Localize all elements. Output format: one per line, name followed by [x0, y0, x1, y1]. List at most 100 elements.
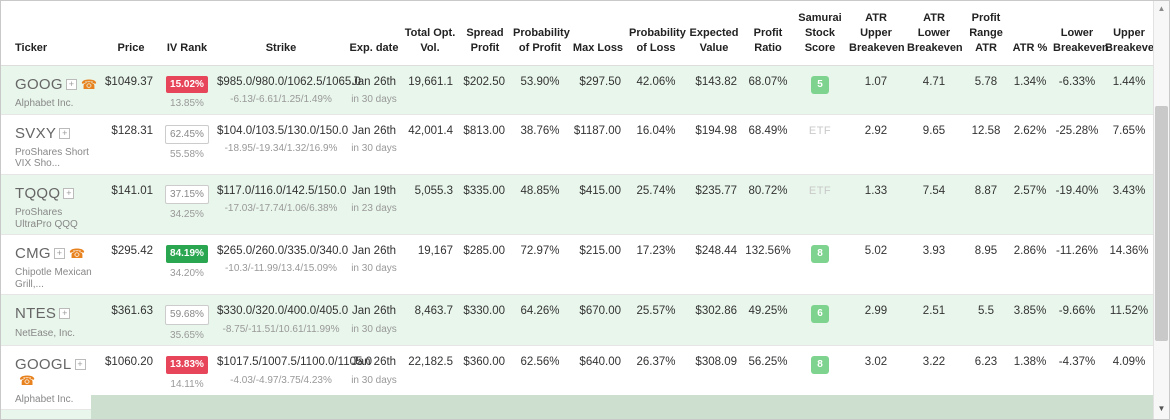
expand-icon[interactable]: + [53, 248, 65, 260]
ticker-symbol[interactable]: TQQQ [15, 184, 61, 202]
spread-profit-cell: $330.00 [463, 305, 505, 318]
ticker-symbol[interactable]: NTES [15, 305, 57, 323]
table-row[interactable]: CMG + ☎ Chipotle Mexican Grill,... $295.42… [1, 235, 1155, 295]
iv-rank-badge: 84.19% [166, 245, 208, 263]
expected-value-cell: $248.44 [695, 245, 737, 258]
col-header-atr-lower-breakeven[interactable]: ATR Lower Breakeven [905, 7, 963, 66]
price-cell: $141.01 [111, 184, 153, 197]
profit-range-atr-cell: 6.23 [974, 356, 998, 369]
prob-profit-cell: 38.76% [520, 124, 560, 137]
prob-loss-cell: 26.37% [636, 356, 676, 369]
table-row[interactable]: NTES+☎ NetEase, Inc. $361.63 59.68% 35.6… [1, 294, 1155, 346]
max-loss-cell: $215.00 [579, 245, 621, 258]
scroll-down-icon[interactable]: ▼ [1157, 404, 1166, 413]
atr-upper-breakeven-cell: 3.02 [864, 356, 888, 369]
col-header-upper-breakeven[interactable]: Upper Breakeven [1103, 7, 1161, 66]
atr-pct-cell: 2.62% [1013, 124, 1047, 137]
ticker-symbol[interactable]: CMG [15, 245, 51, 263]
spread-profit-cell: $335.00 [463, 184, 505, 197]
table-row[interactable]: GOOG + ☎ Alphabet Inc. $1049.37 15.02% 13.… [1, 65, 1155, 115]
col-header-total-opt-vol[interactable]: Total Opt. Vol. [401, 7, 459, 66]
vertical-scrollbar[interactable]: ▲ ▼ [1153, 1, 1169, 419]
company-name: Alphabet Inc. [15, 393, 74, 405]
max-loss-cell: $297.50 [579, 75, 621, 88]
strike-percents: -17.03/-17.74/1.06/6.38% [224, 203, 338, 214]
samurai-score-badge: 8 [811, 356, 829, 375]
ticker-symbol[interactable]: GOOGL [15, 356, 72, 374]
upper-breakeven-cell: 1.44% [1112, 75, 1146, 88]
col-header-strike[interactable]: Strike [215, 7, 347, 66]
price-cell: $295.42 [111, 245, 153, 258]
total-opt-vol-cell: 19,661.1 [408, 75, 453, 88]
col-header-lower-breakeven[interactable]: Lower Breakeven [1051, 7, 1109, 66]
phone-icon[interactable]: ☎ [19, 372, 36, 388]
total-opt-vol-cell: 22,182.5 [408, 356, 453, 369]
atr-lower-breakeven-cell: 3.22 [922, 356, 946, 369]
col-header-max-loss[interactable]: Max Loss [569, 7, 627, 66]
atr-upper-breakeven-cell: 1.07 [864, 75, 888, 88]
strike-percents: -18.95/-19.34/1.32/16.9% [224, 142, 338, 154]
profit-ratio-cell: 132.56% [745, 245, 791, 258]
atr-lower-breakeven-cell: 2.51 [922, 305, 946, 318]
scroll-up-icon[interactable]: ▲ [1157, 4, 1166, 13]
profit-range-atr-cell: 5.78 [974, 75, 998, 88]
scrollbar-thumb[interactable] [1155, 106, 1168, 341]
expand-icon[interactable]: + [59, 308, 71, 320]
col-header-price[interactable]: Price [103, 7, 159, 66]
col-header-spread-profit[interactable]: Spread Profit [459, 7, 511, 66]
profit-ratio-cell: 80.72% [748, 184, 788, 197]
expand-icon[interactable]: + [59, 127, 71, 139]
profit-ratio-cell: 56.25% [748, 356, 788, 369]
col-header-ticker[interactable]: Ticker [1, 7, 103, 66]
prob-profit-cell: 72.97% [520, 245, 560, 258]
ticker-symbol[interactable]: SVXY [15, 124, 57, 142]
phone-icon[interactable]: ☎ [68, 246, 86, 262]
samurai-score-badge: 5 [811, 75, 829, 94]
atr-upper-breakeven-cell: 1.33 [864, 184, 888, 197]
lower-breakeven-cell: -25.28% [1055, 124, 1099, 137]
prob-profit-cell: 64.26% [520, 305, 560, 318]
col-header-atr-pct[interactable]: ATR % [1009, 7, 1051, 66]
atr-pct-cell: 2.86% [1013, 245, 1047, 258]
total-opt-vol-cell: 8,463.7 [414, 305, 453, 318]
col-header-prob-loss[interactable]: Probability of Loss [627, 7, 686, 66]
col-header-exp-date[interactable]: Exp. date [347, 7, 401, 66]
ticker-symbol[interactable]: GOOG [15, 75, 63, 93]
samurai-score-badge: 8 [811, 245, 829, 264]
strike-percents: -4.03/-4.97/3.75/4.23% [230, 374, 332, 386]
exp-date: Jan 26th [351, 245, 397, 258]
expand-icon[interactable]: + [74, 359, 86, 371]
total-opt-vol-cell: 19,167 [417, 245, 453, 258]
expected-value-cell: $308.09 [695, 356, 737, 369]
max-loss-cell: $640.00 [579, 356, 621, 369]
strike-percents: -10.3/-11.99/13.4/15.09% [224, 263, 338, 275]
col-header-prob-profit[interactable]: Probability of Profit [511, 7, 570, 66]
prob-profit-cell: 62.56% [520, 356, 560, 369]
profit-ratio-cell: 68.49% [748, 124, 788, 137]
col-header-profit-ratio[interactable]: Profit Ratio [743, 7, 793, 66]
table-row[interactable]: GOOGL + ☎ Alphabet Inc. $1060.20 13.83% 14… [1, 346, 1155, 410]
expand-icon[interactable]: + [65, 78, 77, 90]
price-cell: $1049.37 [105, 75, 153, 88]
iv-rank-secondary: 55.58% [170, 149, 204, 161]
prob-loss-cell: 16.04% [636, 124, 676, 137]
expand-icon[interactable]: + [63, 187, 75, 199]
col-header-atr-upper-breakeven[interactable]: ATR Upper Breakeven [847, 7, 905, 66]
table-row[interactable]: SVXY+☎ ProShares Short VIX Sho... $128.3… [1, 114, 1155, 175]
company-name: Chipotle Mexican Grill,... [15, 267, 92, 290]
table-row[interactable]: TQQQ+☎ ProShares UltraPro QQQ $141.01 37… [1, 174, 1155, 235]
col-header-profit-range-atr[interactable]: Profit Range ATR [963, 7, 1009, 66]
col-header-expected-value[interactable]: Expected Value [685, 7, 743, 66]
col-header-iv-rank[interactable]: IV Rank [159, 7, 215, 66]
phone-icon[interactable]: ☎ [80, 76, 98, 92]
atr-lower-breakeven-cell: 9.65 [922, 124, 946, 137]
expected-value-cell: $235.77 [695, 184, 737, 197]
col-header-samurai-score[interactable]: Samurai Stock Score [793, 7, 847, 66]
prob-loss-cell: 17.23% [636, 245, 676, 258]
exp-date: Jan 26th [351, 356, 397, 369]
iv-rank-badge: 15.02% [166, 75, 208, 94]
spread-profit-cell: $813.00 [463, 124, 505, 137]
lower-breakeven-cell: -11.26% [1056, 245, 1098, 258]
iv-rank-badge: 13.83% [166, 356, 208, 374]
